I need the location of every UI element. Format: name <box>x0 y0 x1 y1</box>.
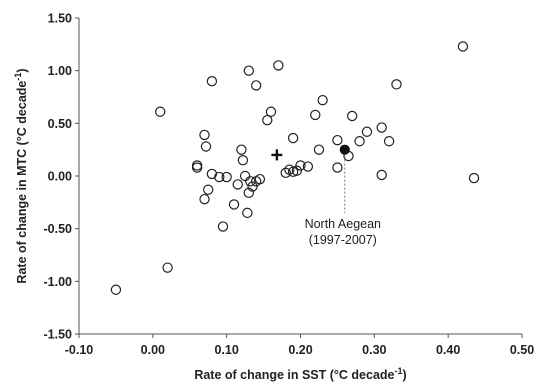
data-point <box>391 79 402 90</box>
data-point <box>200 141 212 152</box>
data-point <box>110 284 122 295</box>
data-point <box>162 262 173 273</box>
y-tick-label: -0.50 <box>44 222 73 236</box>
data-point <box>280 167 291 179</box>
data-point <box>317 94 328 106</box>
data-point <box>247 181 258 192</box>
data-point <box>376 122 387 133</box>
annotation-label: (1997-2007) <box>309 233 377 247</box>
data-point <box>236 144 247 155</box>
data-point <box>251 80 262 91</box>
x-axis-title: Rate of change in SST (°C decade-1) <box>194 366 406 382</box>
data-point <box>206 168 218 180</box>
y-tick-label: -1.00 <box>44 275 73 289</box>
data-point <box>346 110 358 122</box>
data-point <box>155 106 166 117</box>
data-point <box>199 193 210 205</box>
data-point <box>313 144 325 155</box>
data-point <box>457 41 469 52</box>
data-point <box>237 154 249 166</box>
data-point <box>239 170 251 182</box>
data-point <box>361 126 373 137</box>
data-point <box>217 221 229 232</box>
data-point <box>376 169 387 181</box>
data-points <box>110 41 480 295</box>
x-tick-label: 0.30 <box>362 343 386 357</box>
data-point <box>302 161 314 172</box>
y-tick-label: 0.50 <box>48 117 72 131</box>
data-point <box>191 162 203 173</box>
data-point <box>254 173 266 185</box>
data-point <box>214 171 225 183</box>
data-point <box>310 109 321 121</box>
data-point <box>265 106 277 117</box>
annotation-label: North Aegean <box>305 217 381 231</box>
data-point <box>354 136 365 147</box>
data-point <box>243 187 255 199</box>
data-point <box>287 132 299 144</box>
data-point <box>203 184 214 195</box>
x-tick-label: 0.10 <box>214 343 238 357</box>
x-tick-label: 0.50 <box>510 343 534 357</box>
y-tick-label: -1.50 <box>44 328 73 342</box>
data-point <box>332 162 343 173</box>
annotation: North Aegean (1997-2007) <box>305 155 381 247</box>
data-point <box>332 134 343 146</box>
y-tick-label: 1.00 <box>48 64 72 78</box>
y-axis-title: Rate of change in MTC (°C decade-1) <box>13 68 29 283</box>
data-point <box>232 179 243 190</box>
x-tick-labels: -0.10 0.00 0.10 0.20 0.30 0.40 0.50 <box>65 343 534 357</box>
data-point <box>206 75 218 87</box>
data-point <box>291 165 303 176</box>
axes <box>75 17 523 338</box>
x-tick-label: 0.40 <box>436 343 460 357</box>
y-tick-label: 0.00 <box>48 170 72 184</box>
data-point <box>243 65 255 76</box>
data-point <box>273 60 284 71</box>
data-point <box>383 136 395 147</box>
x-tick-label: 0.00 <box>141 343 165 357</box>
highlight-point <box>339 144 350 155</box>
x-tick-label: -0.10 <box>65 343 94 357</box>
y-tick-labels: -1.50 -1.00 -0.50 0.00 0.50 1.00 1.50 <box>44 12 73 342</box>
data-point <box>295 160 306 171</box>
data-point <box>228 199 240 210</box>
data-point <box>468 172 480 184</box>
data-point <box>245 176 256 187</box>
data-point <box>262 114 273 126</box>
data-point <box>199 129 210 141</box>
mean-marker <box>271 149 283 161</box>
data-point <box>242 207 253 219</box>
data-point <box>191 160 203 171</box>
x-tick-label: 0.20 <box>288 343 312 357</box>
data-point <box>221 171 232 183</box>
y-tick-label: 1.50 <box>48 12 72 26</box>
